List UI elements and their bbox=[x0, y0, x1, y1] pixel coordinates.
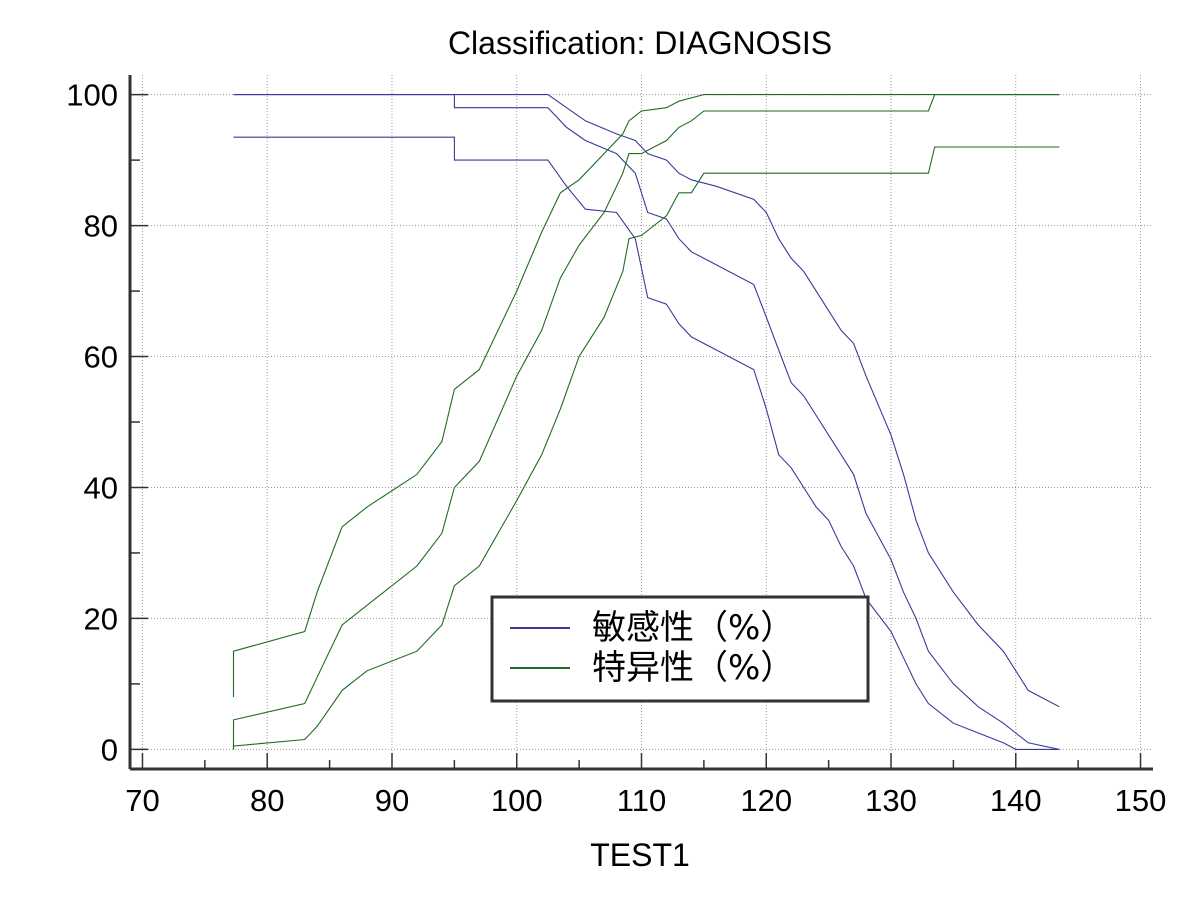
sensitivity-line-2 bbox=[233, 136, 1060, 750]
specificity-line-1 bbox=[232, 94, 1060, 750]
x-axis-label: TEST1 bbox=[590, 837, 690, 873]
x-tick-label: 80 bbox=[250, 783, 284, 818]
x-tick-label: 90 bbox=[375, 783, 409, 818]
x-tick-label: 70 bbox=[125, 783, 159, 818]
x-tick-label: 150 bbox=[1115, 783, 1167, 818]
x-tick-label: 120 bbox=[740, 783, 792, 818]
x-tick-label: 140 bbox=[990, 783, 1042, 818]
sensitivity-line-0 bbox=[233, 94, 1060, 708]
sensitivity-line-1 bbox=[233, 94, 1060, 750]
legend-label-specificity: 特异性（%） bbox=[592, 648, 794, 688]
legend-label-sensitivity: 敏感性（%） bbox=[592, 608, 794, 648]
x-tick-label: 130 bbox=[865, 783, 917, 818]
axes bbox=[128, 75, 1153, 771]
y-tick-label: 100 bbox=[66, 78, 118, 113]
y-tick-label: 80 bbox=[84, 209, 118, 244]
series-layer bbox=[232, 94, 1060, 750]
x-tick-label: 100 bbox=[491, 783, 543, 818]
y-tick-label: 0 bbox=[101, 732, 118, 767]
x-tick-label: 110 bbox=[617, 783, 666, 818]
chart-title: Classification: DIAGNOSIS bbox=[448, 25, 832, 61]
legend-box bbox=[490, 595, 870, 703]
specificity-line-2 bbox=[232, 146, 1060, 750]
tick-labels: 70 80 90 100 110 120 130 140 150 0 20 40 60 80 100 bbox=[66, 78, 1166, 818]
y-tick-label: 40 bbox=[84, 470, 118, 505]
legend: 敏感性（%） 特异性（%） bbox=[490, 595, 870, 703]
y-tick-label: 20 bbox=[84, 601, 118, 636]
y-tick-label: 60 bbox=[84, 340, 118, 375]
specificity-line-0 bbox=[232, 94, 1060, 697]
